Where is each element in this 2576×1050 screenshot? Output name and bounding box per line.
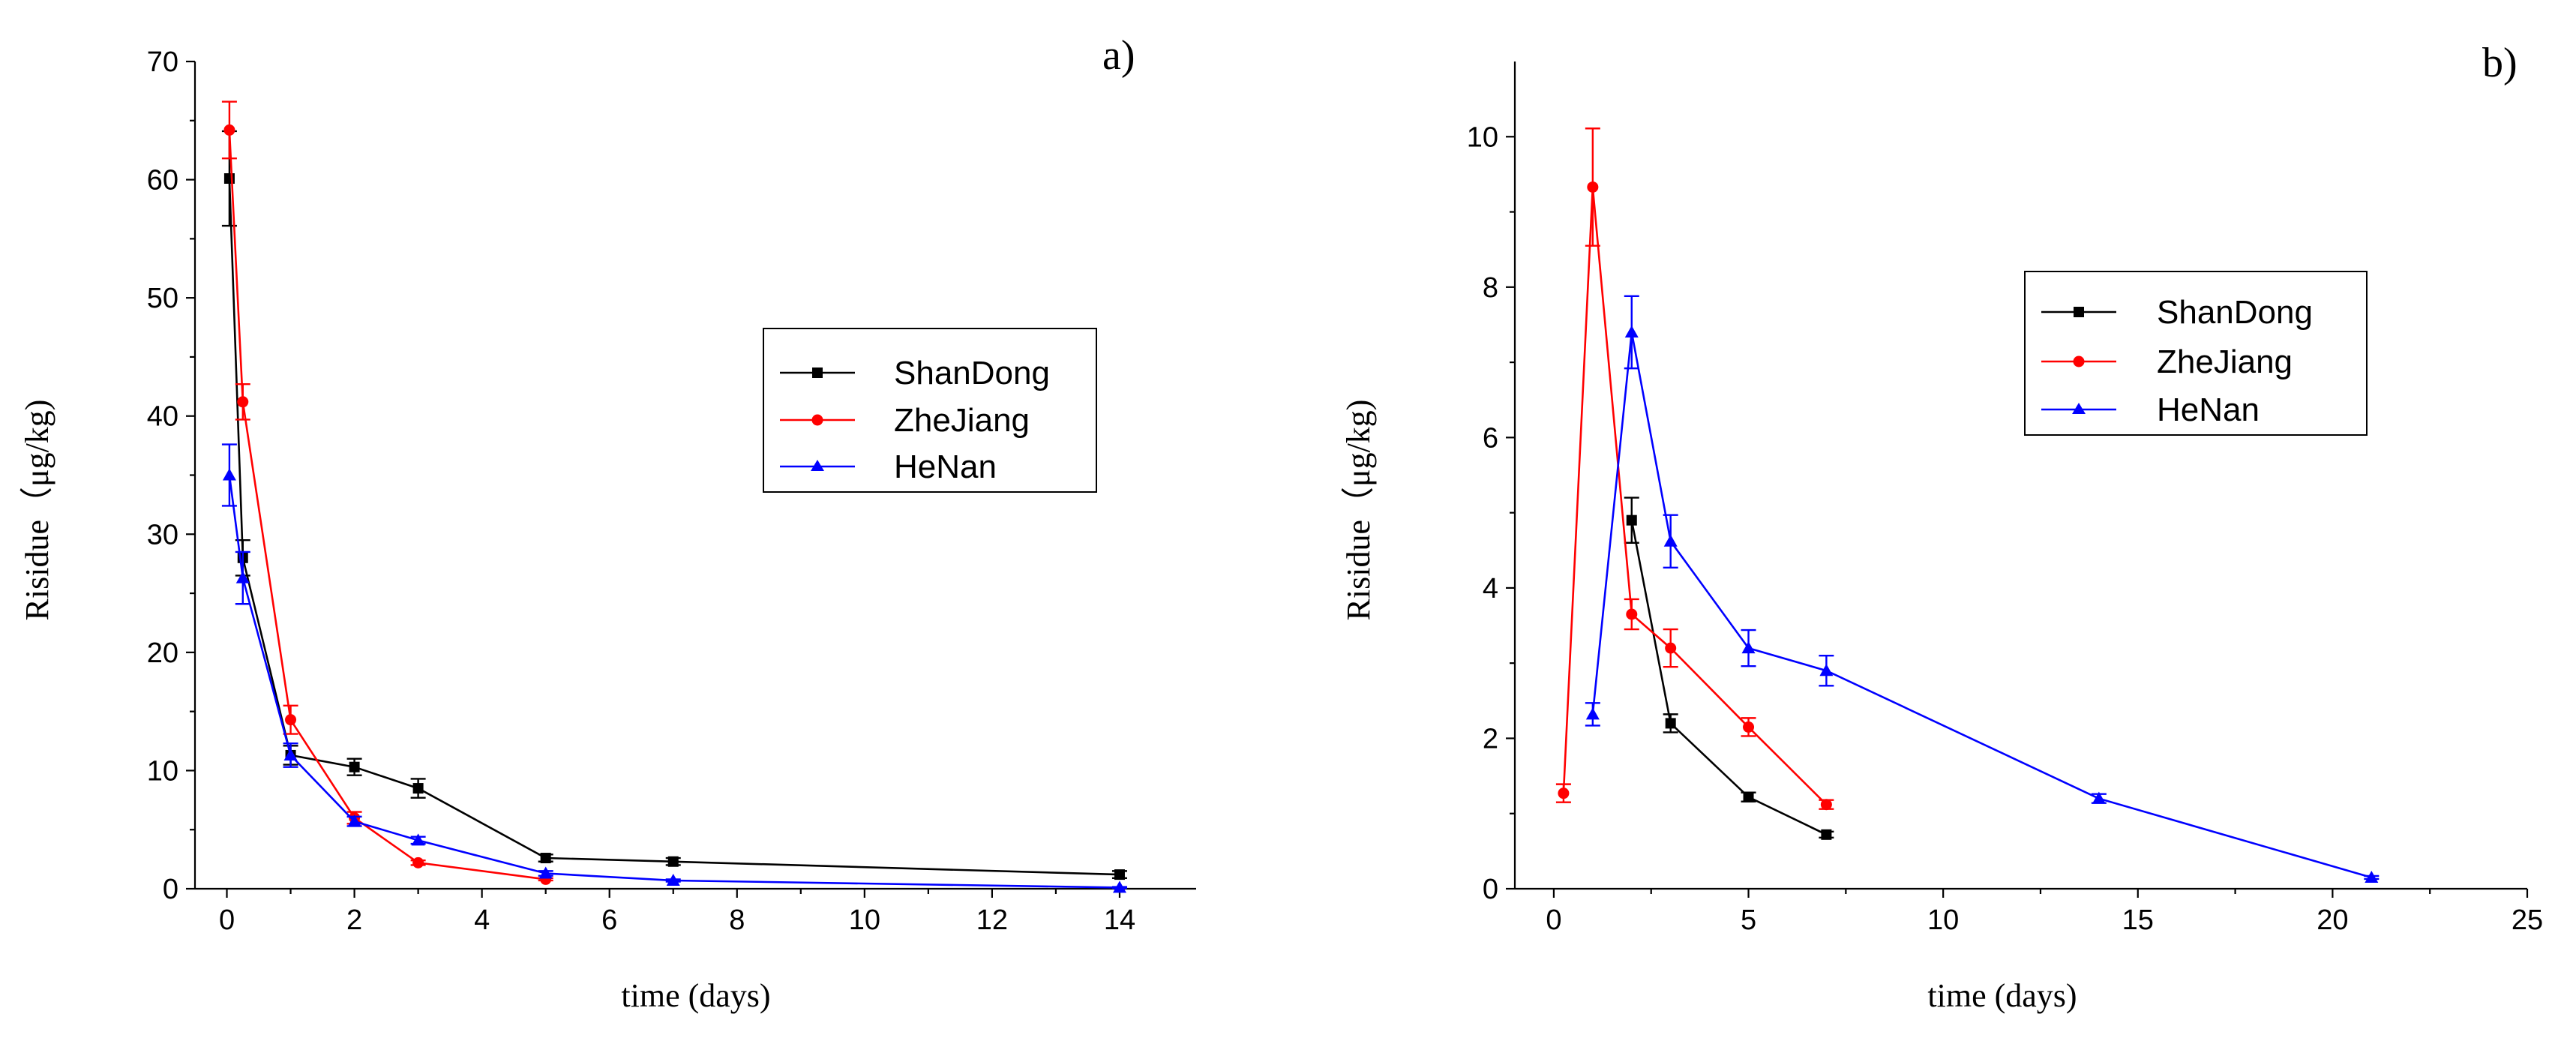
x-tick-label: 10	[849, 904, 880, 936]
data-point	[1743, 721, 1755, 733]
x-axis-title-b: time (days)	[1927, 977, 2077, 1014]
series-line-shandong	[228, 178, 1120, 876]
y-tick-label: 8	[1483, 272, 1498, 304]
legend-label: ShanDong	[2157, 294, 2313, 331]
data-point	[1114, 869, 1125, 880]
legend-label: ZheJiang	[894, 402, 1030, 439]
data-point	[540, 853, 551, 864]
series-zhejiang	[221, 100, 553, 885]
plot-area-b: 0 5 10 15 20 25 0 2 4 6 8 10	[1467, 62, 2543, 936]
panel-b-label: b)	[2482, 40, 2518, 86]
data-point	[347, 814, 361, 827]
series-line-shandong	[1630, 520, 1827, 836]
data-point	[1743, 791, 1754, 802]
panel-b: 0 5 10 15 20 25 0 2 4 6 8 10 b) time (days) Risidue…	[1340, 40, 2543, 1014]
data-point	[1626, 608, 1638, 620]
y-tick-label: 60	[147, 165, 178, 196]
series-shandong	[221, 130, 1127, 880]
data-point	[1665, 642, 1677, 654]
data-point	[349, 761, 360, 772]
data-point	[285, 714, 297, 726]
series-line-zhejiang	[228, 130, 546, 880]
series-line-zhejiang	[1562, 187, 1828, 806]
data-point	[666, 873, 680, 886]
data-point	[411, 833, 425, 846]
data-point	[223, 172, 235, 184]
y-tick-label: 10	[1467, 122, 1498, 153]
x-tick-label: 4	[474, 904, 490, 936]
y-tick-label: 10	[147, 755, 178, 787]
data-point	[1112, 880, 1126, 893]
y-tick-label: 40	[147, 401, 178, 433]
legend-label: ShanDong	[894, 355, 1050, 392]
data-point	[235, 571, 250, 584]
y-axis-title-a: Risidue（μg/kg)	[19, 400, 55, 621]
y-tick-label: 70	[147, 46, 178, 78]
data-point	[1821, 829, 1832, 840]
data-point	[1587, 181, 1599, 193]
series-henan	[221, 443, 1127, 893]
x-tick-label: 6	[601, 904, 617, 936]
data-point	[1558, 788, 1570, 800]
x-tick-label: 0	[219, 904, 235, 936]
y-tick-label: 0	[163, 874, 178, 905]
plot-area-a: 0 2 4 6 8 10 12 14 0 10 20 30 40 50 60 70	[147, 46, 1196, 936]
y-tick-label: 2	[1483, 723, 1498, 754]
legend-entry-shandong-b: ShanDong	[2041, 294, 2313, 331]
legend-entry-henan-a: HeNan	[780, 448, 997, 485]
panel-a-label: a)	[1102, 32, 1135, 79]
legend-label: ZheJiang	[2157, 344, 2293, 380]
x-tick-label: 12	[976, 904, 1008, 936]
legend-label: HeNan	[894, 448, 997, 485]
data-point	[222, 468, 236, 481]
data-point	[412, 783, 424, 794]
y-tick-label: 50	[147, 283, 178, 314]
data-point	[1663, 534, 1678, 547]
legend-entry-zhejiang-a: ZheJiang	[780, 402, 1030, 439]
data-point	[667, 856, 679, 867]
legend-entry-zhejiang-b: ZheJiang	[2041, 344, 2293, 380]
x-tick-label: 10	[1927, 904, 1959, 936]
data-point	[237, 396, 249, 408]
x-tick-label: 0	[1546, 904, 1561, 936]
legend-entry-henan-b: HeNan	[2041, 392, 2260, 428]
data-point	[2365, 870, 2379, 883]
data-point	[1585, 707, 1600, 720]
x-tick-label: 15	[2122, 904, 2154, 936]
x-tick-label: 8	[729, 904, 745, 936]
legend-a: ShanDong ZheJiang HeNan	[763, 328, 1097, 493]
data-point	[223, 124, 235, 136]
y-tick-label: 0	[1483, 874, 1498, 905]
series-zhejiang	[1555, 128, 1834, 811]
legend-label: HeNan	[2157, 392, 2260, 428]
legend-entry-shandong-a: ShanDong	[780, 355, 1050, 392]
x-axis-title-a: time (days)	[621, 977, 770, 1014]
y-tick-label: 6	[1483, 422, 1498, 454]
legend-b: ShanDong ZheJiang HeNan	[2024, 271, 2368, 436]
panel-a: 0 2 4 6 8 10 12 14 0 10 20 30 40 50 60 70 a) time (days…	[19, 32, 1196, 1014]
y-tick-label: 20	[147, 638, 178, 669]
data-point	[283, 748, 298, 760]
data-point	[2092, 791, 2106, 804]
x-tick-label: 2	[346, 904, 362, 936]
data-point	[1819, 664, 1834, 676]
x-tick-label: 20	[2317, 904, 2348, 936]
y-tick-label: 4	[1483, 573, 1498, 604]
x-tick-label: 25	[2512, 904, 2543, 936]
series-line-henan	[228, 475, 1120, 889]
x-tick-label: 5	[1741, 904, 1756, 936]
data-point	[538, 866, 553, 879]
y-axis-title-b: Risidue（μg/kg)	[1340, 400, 1377, 621]
data-point	[1624, 325, 1639, 338]
x-tick-label: 14	[1104, 904, 1135, 936]
series-shandong	[1624, 496, 1834, 840]
data-point	[1820, 799, 1832, 811]
data-point	[1665, 718, 1676, 729]
y-tick-label: 30	[147, 519, 178, 550]
data-point	[1626, 514, 1637, 526]
data-point	[1741, 641, 1756, 654]
series-henan	[1585, 295, 2380, 883]
data-point	[412, 856, 424, 868]
